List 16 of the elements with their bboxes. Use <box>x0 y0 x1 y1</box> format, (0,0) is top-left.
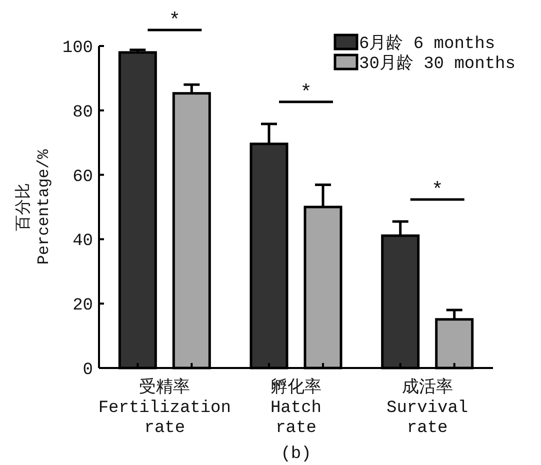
legend-label: 30月龄 30 months <box>359 54 516 74</box>
x-tick-label: 孵化率 Hatch rate <box>270 377 322 438</box>
y-tick-label: 100 <box>62 39 93 58</box>
annotation: * <box>300 82 312 105</box>
text: * <box>168 10 181 33</box>
y-axis-title: 百分比 Percentage/% <box>14 148 53 265</box>
y-tick-label: 40 <box>72 232 93 252</box>
y-tick-label: 0 <box>82 361 93 380</box>
text: (b) <box>280 445 312 464</box>
y-tick-label: 80 <box>72 103 93 122</box>
annotation: * <box>431 179 444 202</box>
x-tick-label: 成活率 Survival rate <box>386 377 468 438</box>
x-tick-label: 受精率 Fertilization rate <box>98 377 231 438</box>
y-tick-label: 20 <box>72 296 93 316</box>
legend-label: 6月龄 6 months <box>359 34 496 54</box>
y-tick-label: 60 <box>72 168 93 187</box>
